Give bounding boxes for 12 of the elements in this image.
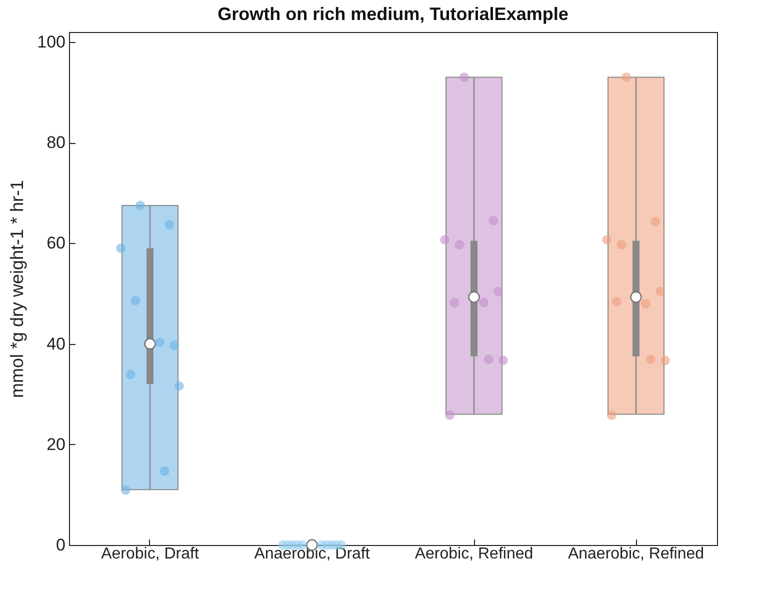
y-tick-label: 20 xyxy=(46,434,66,454)
x-tick-label: Anaerobic, Refined xyxy=(568,546,704,562)
y-tick-label: 100 xyxy=(37,32,66,52)
y-tick-label: 80 xyxy=(46,133,66,152)
y-tick-label: 60 xyxy=(46,234,66,253)
y-axis-title: mmol *g dry weight-1 * hr-1 xyxy=(7,180,28,398)
x-tick-label: Aerobic, Draft xyxy=(101,546,200,562)
x-tick-label: Anaerobic, Draft xyxy=(254,546,370,562)
x-tick-label: Aerobic, Refined xyxy=(414,546,534,562)
chart-title: Growth on rich medium, TutorialExample xyxy=(218,4,568,24)
y-tick-label: 0 xyxy=(56,536,66,554)
y-tick-label: 40 xyxy=(46,334,66,354)
